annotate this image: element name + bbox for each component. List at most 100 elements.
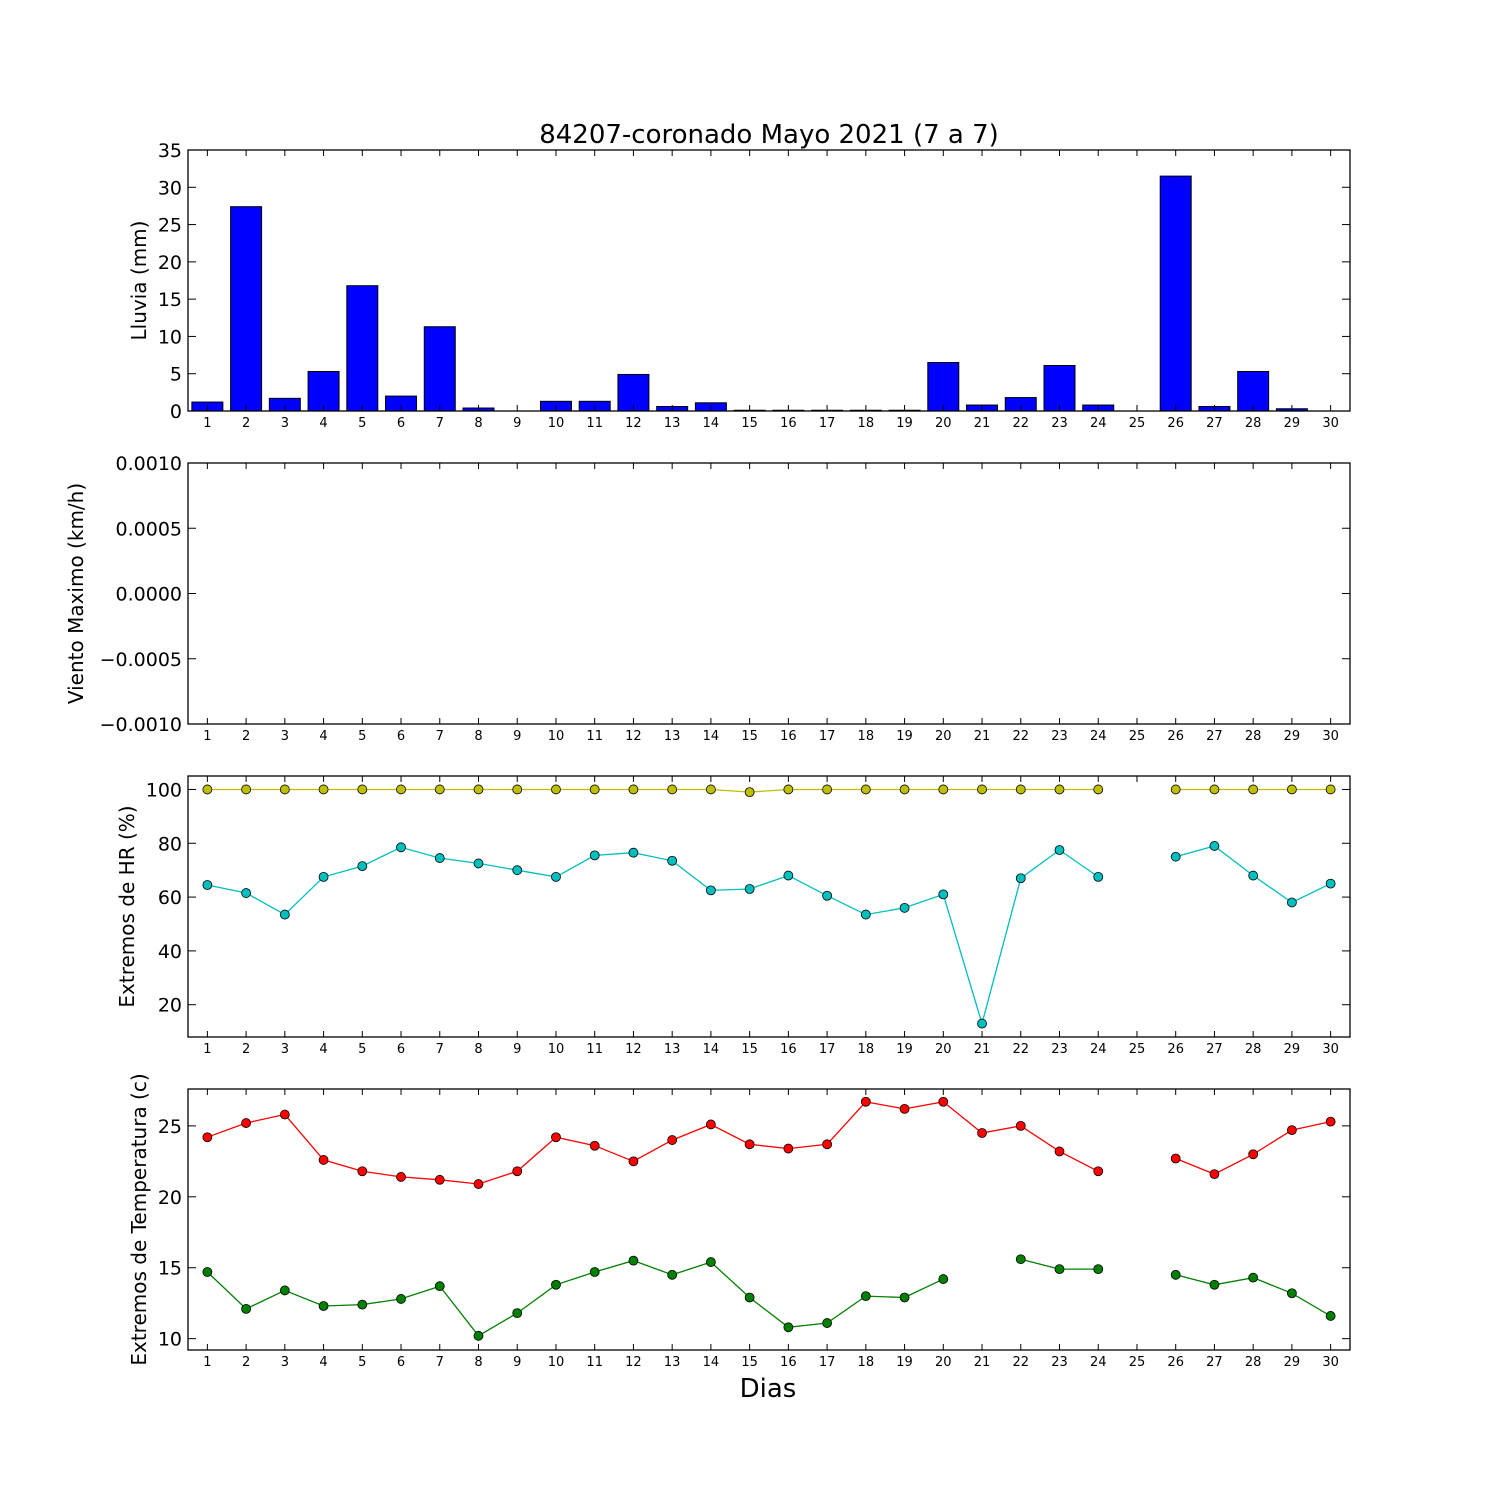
series-1-point [434, 784, 445, 795]
x-tick-label: 8 [474, 729, 482, 744]
rain-bar [1043, 365, 1076, 412]
y-tick-label: 35 [158, 140, 182, 162]
x-tick-label: 8 [474, 416, 482, 431]
y-tick-label: 100 [146, 779, 182, 801]
x-tick-label: 25 [1129, 1042, 1146, 1057]
x-tick-label: 1 [203, 1355, 211, 1370]
series-1-point [396, 1172, 406, 1182]
x-tick-label: 25 [1129, 729, 1146, 744]
series-1-point [783, 1143, 794, 1154]
x-axis-label: Dias [740, 1374, 797, 1404]
series-2-point [822, 890, 832, 901]
series-2-point [279, 909, 290, 920]
x-tick-label: 13 [664, 1042, 681, 1057]
series-2-point [357, 1299, 368, 1310]
y-tick-label: 0.0010 [116, 453, 182, 475]
y-tick-label: 0.0005 [116, 518, 182, 540]
series-1-point [589, 1140, 600, 1151]
series-2-point [783, 1322, 794, 1333]
x-tick-label: 19 [896, 416, 913, 431]
rain-bar [307, 370, 340, 412]
series-1-point [822, 1139, 832, 1150]
x-tick-label: 24 [1090, 1355, 1107, 1370]
x-tick-label: 5 [358, 1042, 366, 1057]
x-tick-label: 11 [586, 416, 603, 431]
series-2-point [473, 1330, 484, 1341]
x-tick-label: 3 [281, 1355, 289, 1370]
series-1-point [822, 784, 832, 795]
series-2-point [1325, 1311, 1336, 1321]
x-tick-label: 24 [1090, 729, 1107, 744]
series-2-point [318, 1301, 329, 1311]
series-1-point [241, 784, 252, 795]
series-2-point [1287, 1288, 1297, 1299]
x-tick-label: 24 [1090, 416, 1107, 431]
series-2-point [1248, 870, 1259, 881]
series-2-point [202, 1267, 213, 1277]
series-2-point [977, 1018, 987, 1029]
chart-title: 84207-coronado Mayo 2021 (7 a 7) [539, 120, 999, 150]
x-tick-label: 30 [1322, 1355, 1339, 1370]
y-tick-label: 60 [158, 887, 182, 909]
series-2-point [551, 1279, 561, 1290]
x-tick-label: 15 [741, 1355, 758, 1370]
x-tick-label: 8 [474, 1042, 482, 1057]
x-tick-label: 9 [513, 729, 521, 744]
series-2-point [241, 888, 252, 898]
x-tick-label: 28 [1245, 729, 1262, 744]
x-tick-label: 17 [819, 416, 836, 431]
x-tick-label: 13 [664, 416, 681, 431]
x-tick-label: 19 [896, 1042, 913, 1057]
x-tick-label: 4 [319, 1355, 327, 1370]
y-tick-label: 80 [158, 833, 182, 855]
x-tick-label: 29 [1284, 1042, 1301, 1057]
plot-frame [187, 1088, 1351, 1351]
x-tick-label: 27 [1206, 1355, 1223, 1370]
y-tick-label: −0.0005 [100, 649, 182, 671]
x-tick-label: 7 [436, 1355, 444, 1370]
x-tick-label: 1 [203, 1042, 211, 1057]
series-1-point [977, 1128, 987, 1138]
series-1-point [1209, 784, 1220, 795]
panel-3: 1 2 3 4 5 6 7 8 9 10 11 12 13 14 15 16 17 18 19 20 21 22 23 24 2… [115, 775, 1351, 1057]
x-tick-label: 14 [703, 729, 720, 744]
x-tick-label: 27 [1206, 729, 1223, 744]
series-1-point [1325, 1116, 1336, 1127]
x-tick-label: 16 [780, 1355, 797, 1370]
x-tick-label: 9 [513, 1042, 521, 1057]
x-tick-label: 4 [319, 1042, 327, 1057]
series-2-line [207, 846, 1099, 1026]
plot-frame [187, 149, 1351, 412]
x-tick-label: 23 [1051, 416, 1068, 431]
x-tick-label: 3 [281, 1042, 289, 1057]
x-tick-label: 1 [203, 416, 211, 431]
x-tick-label: 1 [203, 729, 211, 744]
x-tick-label: 6 [397, 1355, 405, 1370]
series-1-point [744, 787, 755, 798]
x-tick-label: 21 [974, 1042, 991, 1057]
x-tick-label: 10 [548, 416, 565, 431]
x-tick-label: 27 [1206, 1042, 1223, 1057]
series-2-point [1170, 851, 1181, 862]
series-2-point [357, 861, 368, 872]
x-tick-label: 20 [935, 1042, 952, 1057]
x-tick-label: 10 [548, 729, 565, 744]
rain-bar [1159, 175, 1192, 412]
series-2-point [628, 1255, 639, 1266]
x-tick-label: 30 [1322, 729, 1339, 744]
series-1-point [396, 784, 406, 795]
x-tick-label: 14 [703, 1355, 720, 1370]
series-2-point [434, 853, 445, 863]
y-tick-label: 30 [158, 177, 182, 199]
rain-bar [346, 285, 379, 412]
series-1-point [279, 784, 290, 795]
series-1-point [1015, 1120, 1026, 1131]
x-tick-label: 28 [1245, 1042, 1262, 1057]
x-tick-label: 5 [358, 729, 366, 744]
panel-1: 1 2 3 4 5 6 7 8 9 10 11 12 13 14 15 16 17 18 19 20 21 22 23 24 2… [127, 140, 1351, 431]
x-tick-label: 29 [1284, 1355, 1301, 1370]
series-1-point [1054, 1146, 1065, 1157]
series-1-point [1287, 784, 1297, 795]
series-1-point [1093, 784, 1104, 795]
x-tick-label: 6 [397, 1042, 405, 1057]
